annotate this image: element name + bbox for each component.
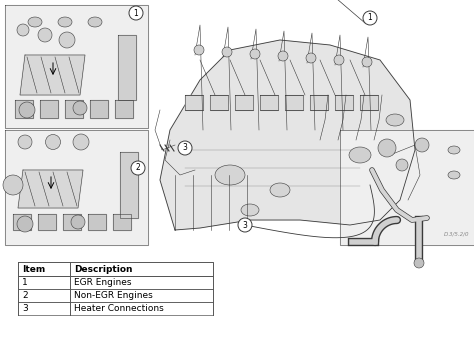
Polygon shape: [18, 262, 213, 276]
Text: Non-EGR Engines: Non-EGR Engines: [74, 291, 153, 300]
Polygon shape: [18, 302, 213, 315]
Text: 1: 1: [22, 278, 28, 287]
Ellipse shape: [270, 183, 290, 197]
Text: D.3/5.2/0: D.3/5.2/0: [444, 232, 469, 237]
Circle shape: [414, 258, 424, 268]
Polygon shape: [260, 95, 278, 110]
Circle shape: [73, 134, 89, 150]
Circle shape: [17, 216, 33, 232]
Circle shape: [46, 135, 61, 149]
Polygon shape: [18, 276, 213, 289]
Circle shape: [278, 51, 288, 61]
Circle shape: [306, 53, 316, 63]
Polygon shape: [15, 100, 33, 118]
Text: 3: 3: [22, 304, 28, 313]
Circle shape: [129, 6, 143, 20]
Circle shape: [250, 49, 260, 59]
Text: 3: 3: [182, 144, 187, 153]
Text: 3: 3: [243, 220, 247, 229]
Circle shape: [73, 101, 87, 115]
Ellipse shape: [88, 17, 102, 27]
Polygon shape: [118, 35, 136, 100]
Polygon shape: [340, 130, 474, 245]
Circle shape: [334, 55, 344, 65]
Ellipse shape: [448, 171, 460, 179]
Circle shape: [362, 57, 372, 67]
Polygon shape: [90, 100, 108, 118]
Text: EGR Engines: EGR Engines: [74, 278, 131, 287]
Polygon shape: [5, 5, 148, 128]
Text: 2: 2: [22, 291, 27, 300]
Circle shape: [17, 24, 29, 36]
Polygon shape: [185, 95, 203, 110]
Circle shape: [222, 47, 232, 57]
Polygon shape: [13, 214, 31, 230]
Circle shape: [238, 218, 252, 232]
Circle shape: [59, 32, 75, 48]
Circle shape: [415, 138, 429, 152]
Ellipse shape: [349, 147, 371, 163]
Text: Heater Connections: Heater Connections: [74, 304, 164, 313]
Circle shape: [378, 139, 396, 157]
Polygon shape: [88, 214, 106, 230]
Text: 1: 1: [368, 13, 373, 22]
Text: Description: Description: [74, 264, 133, 273]
Circle shape: [3, 175, 23, 195]
Polygon shape: [38, 214, 56, 230]
Ellipse shape: [448, 146, 460, 154]
Ellipse shape: [58, 17, 72, 27]
Polygon shape: [310, 95, 328, 110]
Circle shape: [71, 215, 85, 229]
Polygon shape: [285, 95, 303, 110]
Polygon shape: [18, 289, 213, 302]
Circle shape: [19, 102, 35, 118]
Polygon shape: [20, 55, 85, 95]
Polygon shape: [63, 214, 81, 230]
Circle shape: [18, 135, 32, 149]
Polygon shape: [235, 95, 253, 110]
Ellipse shape: [215, 165, 245, 185]
Polygon shape: [18, 170, 83, 208]
Polygon shape: [335, 95, 353, 110]
Text: 1: 1: [134, 9, 138, 18]
Polygon shape: [5, 130, 148, 245]
Circle shape: [178, 141, 192, 155]
Polygon shape: [120, 152, 138, 218]
Polygon shape: [210, 95, 228, 110]
Circle shape: [194, 45, 204, 55]
Ellipse shape: [386, 114, 404, 126]
Circle shape: [396, 159, 408, 171]
Text: Item: Item: [22, 264, 45, 273]
Polygon shape: [160, 40, 415, 230]
Polygon shape: [65, 100, 83, 118]
Polygon shape: [115, 100, 133, 118]
Circle shape: [363, 11, 377, 25]
Ellipse shape: [28, 17, 42, 27]
Polygon shape: [113, 214, 131, 230]
Ellipse shape: [241, 204, 259, 216]
Circle shape: [131, 161, 145, 175]
Circle shape: [38, 28, 52, 42]
Polygon shape: [360, 95, 378, 110]
Polygon shape: [40, 100, 58, 118]
Text: 2: 2: [136, 164, 140, 173]
